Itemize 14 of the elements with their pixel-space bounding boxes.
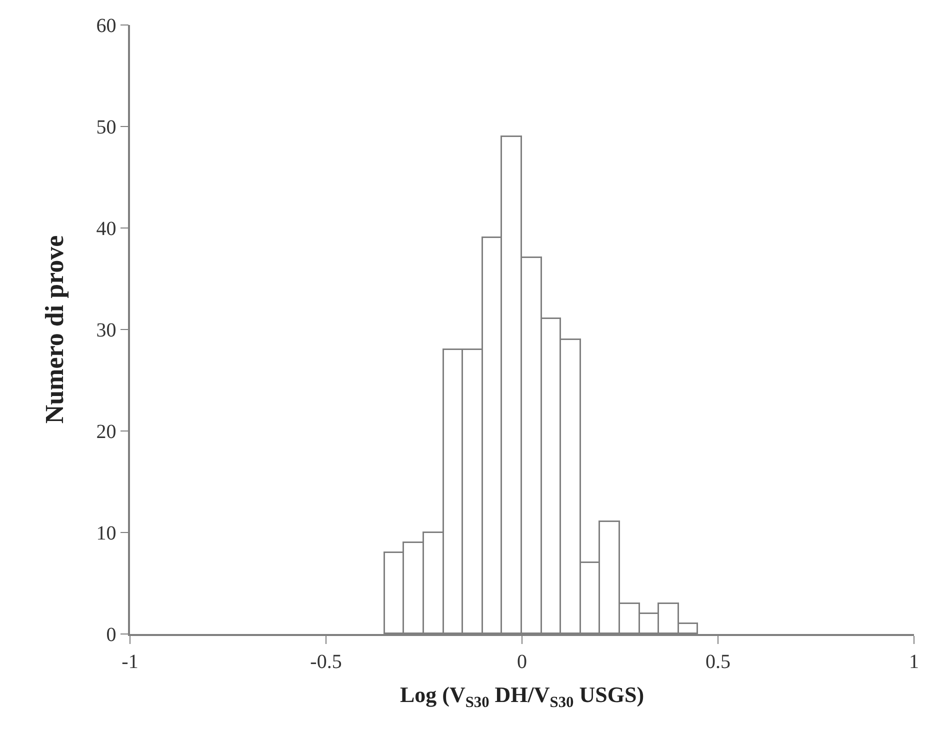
x-tick-label: 0 bbox=[517, 650, 527, 673]
x-tick-label: -0.5 bbox=[310, 650, 342, 673]
y-tick-label: 20 bbox=[96, 421, 116, 443]
y-tick-label: 60 bbox=[96, 15, 116, 37]
y-tick-label: 0 bbox=[106, 624, 116, 646]
x-axis-title: Log (V$_{S30}$ DH/V$_{S30}$ USGS) bbox=[400, 682, 644, 711]
x-tick-label: 1 bbox=[909, 650, 919, 673]
y-tick-label: 30 bbox=[96, 320, 116, 342]
y-tick-label: 10 bbox=[96, 522, 116, 544]
y-axis-title: Numero di prove bbox=[40, 235, 70, 424]
x-tick-label: -1 bbox=[122, 650, 138, 673]
y-tick-label: 50 bbox=[96, 116, 116, 138]
y-tick-label: 40 bbox=[96, 218, 116, 240]
x-tick-label: 0.5 bbox=[706, 650, 730, 673]
